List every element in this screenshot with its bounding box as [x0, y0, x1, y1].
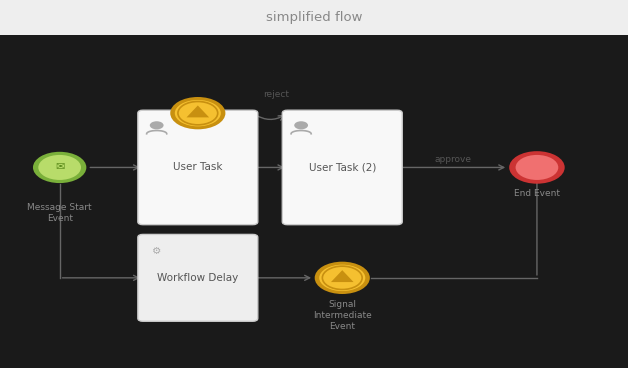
Text: simplified flow: simplified flow — [266, 11, 362, 24]
Text: reject: reject — [263, 89, 290, 99]
Polygon shape — [187, 106, 209, 117]
FancyBboxPatch shape — [283, 110, 403, 224]
Text: User Task (2): User Task (2) — [308, 162, 376, 173]
Circle shape — [516, 155, 558, 180]
Circle shape — [170, 97, 225, 129]
Circle shape — [150, 121, 163, 130]
Text: Workflow Delay: Workflow Delay — [157, 273, 239, 283]
Circle shape — [178, 102, 218, 125]
Text: ✉: ✉ — [55, 162, 64, 173]
FancyBboxPatch shape — [138, 234, 257, 321]
Circle shape — [38, 155, 81, 180]
Circle shape — [318, 264, 366, 292]
Circle shape — [322, 266, 362, 290]
Text: Message Start
Event: Message Start Event — [28, 203, 92, 223]
Text: End Event: End Event — [514, 189, 560, 198]
Circle shape — [33, 152, 87, 183]
Text: User Task: User Task — [173, 162, 222, 173]
Circle shape — [294, 121, 308, 130]
Text: Signal
Intermediate
Event: Signal Intermediate Event — [313, 300, 372, 331]
FancyBboxPatch shape — [138, 110, 257, 224]
Circle shape — [509, 151, 565, 184]
Bar — [0, 0, 628, 35]
Text: approve: approve — [434, 155, 471, 164]
Circle shape — [315, 262, 370, 294]
Text: ⚙: ⚙ — [152, 246, 161, 256]
Circle shape — [174, 99, 222, 127]
Polygon shape — [331, 270, 354, 282]
